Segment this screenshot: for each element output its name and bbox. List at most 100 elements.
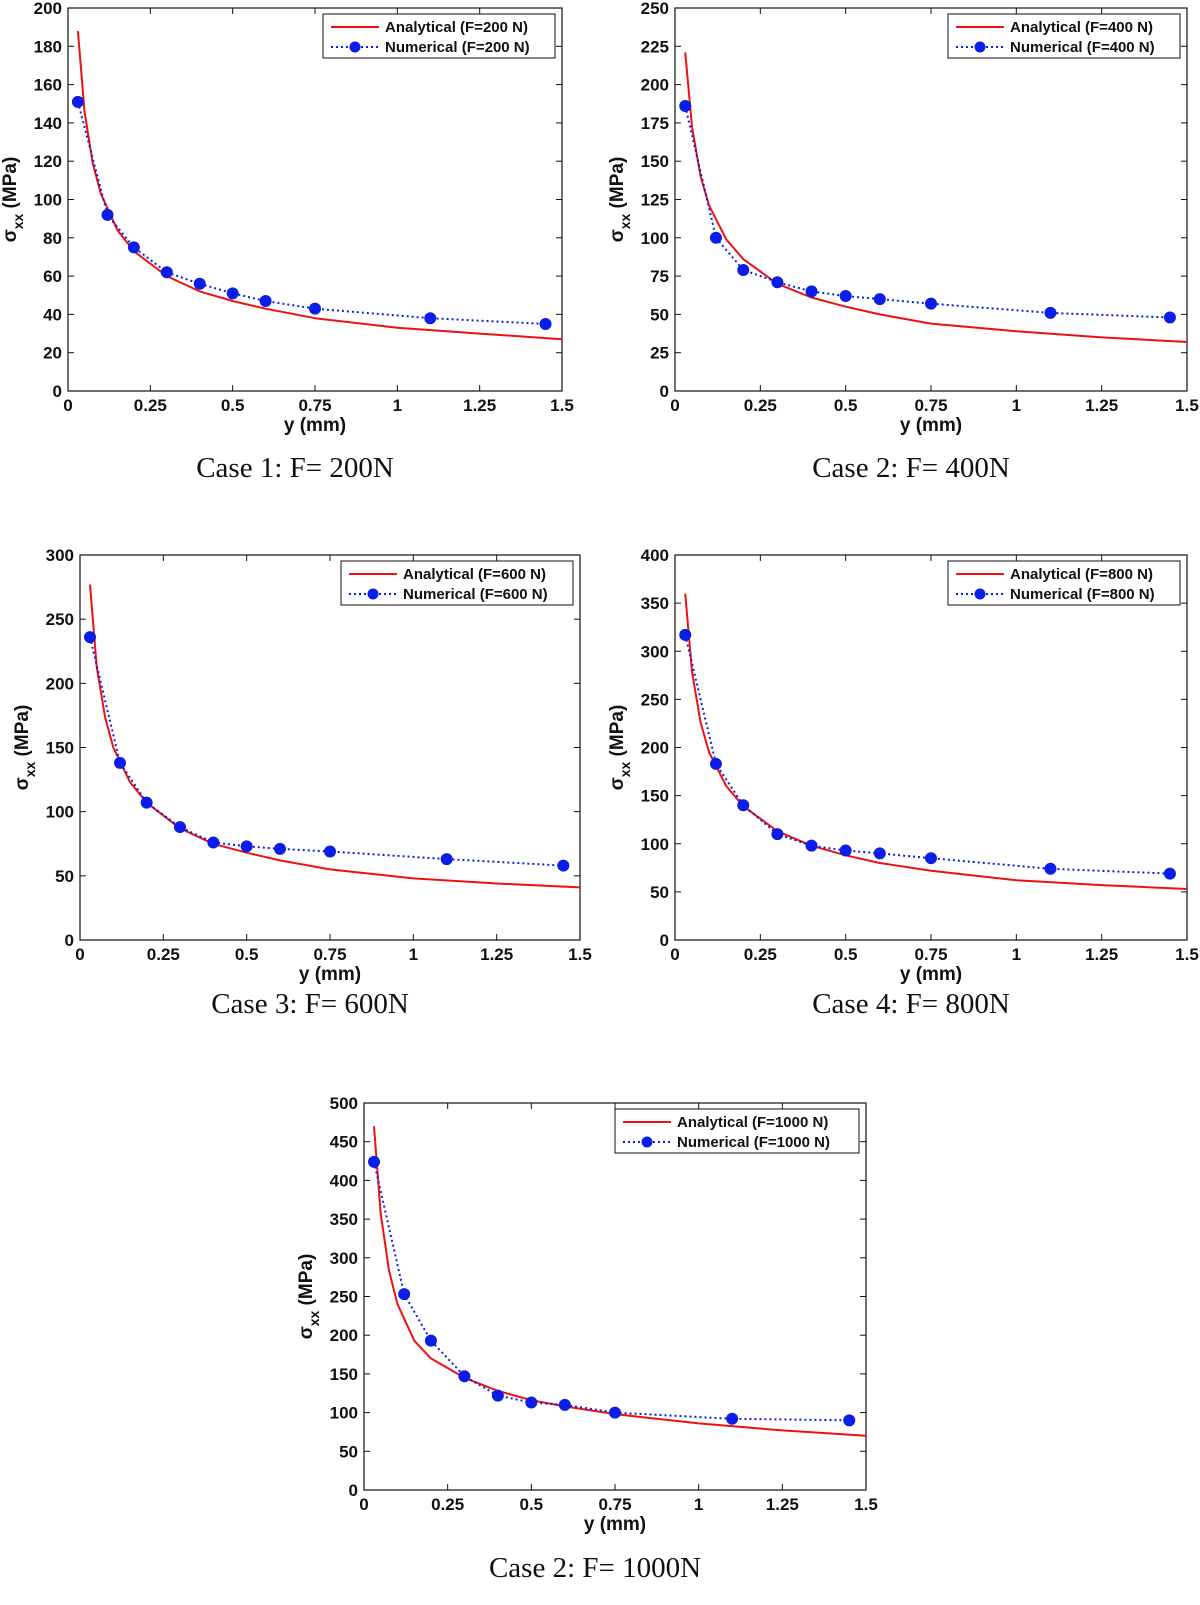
data-point-numerical xyxy=(805,285,818,298)
data-point-numerical xyxy=(424,312,437,325)
y-tick-label: 120 xyxy=(34,152,62,171)
y-tick-label: 300 xyxy=(46,546,74,565)
data-point-numerical xyxy=(925,297,937,310)
legend-box xyxy=(947,560,1181,606)
x-tick-label: 1 xyxy=(409,945,418,964)
y-axis-label: σxx (MPa) xyxy=(0,157,26,243)
y-tick-label: 250 xyxy=(641,690,669,709)
data-point-numerical xyxy=(259,294,272,307)
x-tick-label: 1 xyxy=(694,1495,703,1514)
legend-box xyxy=(614,1108,860,1154)
data-point-numerical xyxy=(873,293,886,306)
data-point-numerical xyxy=(174,821,186,834)
y-tick-label: 0 xyxy=(53,382,62,401)
x-tick-label: 1.5 xyxy=(568,945,592,964)
plot-frame xyxy=(674,7,1188,392)
y-tick-label: 250 xyxy=(46,610,74,629)
chart-caption: Case 1: F= 200N xyxy=(196,452,394,484)
y-tick-label: 125 xyxy=(641,191,669,210)
legend-marker-numerical xyxy=(349,41,361,53)
y-tick-label: 40 xyxy=(43,305,62,324)
series-line-numerical xyxy=(89,636,564,867)
y-axis-label-symbol: σ xyxy=(607,777,628,790)
chart-caption: Case 2: F= 400N xyxy=(812,452,1010,484)
y-tick-label: 60 xyxy=(43,267,62,286)
y-tick-label: 50 xyxy=(650,305,669,324)
data-point-numerical xyxy=(226,287,239,300)
y-axis-label-unit: (MPa) xyxy=(607,705,628,762)
legend-marker-numerical xyxy=(641,1136,653,1148)
y-tick-label: 450 xyxy=(330,1133,358,1152)
data-point-numerical xyxy=(84,631,96,644)
x-tick-label: 0.25 xyxy=(147,945,180,964)
legend-box xyxy=(947,13,1181,59)
x-tick-label: 0.75 xyxy=(914,396,947,415)
data-point-numerical xyxy=(127,241,140,254)
data-point-numerical xyxy=(1163,311,1176,324)
data-point-numerical xyxy=(873,847,886,860)
y-tick-label: 400 xyxy=(330,1171,358,1190)
data-point-numerical xyxy=(309,302,321,315)
y-tick-label: 200 xyxy=(641,76,669,95)
x-tick-label: 1.25 xyxy=(766,1495,799,1514)
series-line-numerical xyxy=(684,105,1170,319)
x-tick-label: 0.25 xyxy=(744,945,777,964)
y-tick-label: 200 xyxy=(34,0,62,18)
data-point-numerical xyxy=(679,628,692,641)
data-point-numerical xyxy=(839,844,852,857)
y-tick-label: 200 xyxy=(330,1326,358,1345)
plot-frame xyxy=(674,554,1188,941)
x-tick-label: 0.75 xyxy=(313,945,346,964)
legend: Analytical (F=400 N) Numerical (F=400 N) xyxy=(947,13,1181,59)
y-axis-label-unit: (MPa) xyxy=(607,157,628,214)
x-tick-label: 1.5 xyxy=(1175,945,1199,964)
series-line-analytical xyxy=(89,584,581,889)
y-tick-label: 100 xyxy=(330,1404,358,1423)
x-tick-label: 0 xyxy=(75,945,84,964)
legend-marker-numerical xyxy=(974,41,986,53)
x-tick-label: 0.5 xyxy=(834,945,858,964)
legend-label: Analytical (F=800 N) xyxy=(1010,566,1153,583)
y-tick-label: 200 xyxy=(641,739,669,758)
data-point-numerical xyxy=(368,1155,381,1168)
data-point-numerical xyxy=(737,799,750,812)
data-point-numerical xyxy=(491,1389,504,1402)
y-tick-label: 75 xyxy=(650,267,669,286)
y-tick-label: 100 xyxy=(641,229,669,248)
x-tick-label: 0.25 xyxy=(134,396,167,415)
data-point-numerical xyxy=(424,1334,437,1347)
x-axis-label: y (mm) xyxy=(900,415,962,436)
y-tick-label: 160 xyxy=(34,76,62,95)
y-axis-label-unit: (MPa) xyxy=(0,157,21,214)
y-axis-label-symbol: σ xyxy=(12,777,33,790)
y-tick-label: 50 xyxy=(650,883,669,902)
y-tick-label: 250 xyxy=(641,0,669,18)
data-point-numerical xyxy=(1044,306,1057,319)
y-tick-label: 0 xyxy=(660,931,669,950)
y-axis-label-subscript: xx xyxy=(22,762,38,778)
chart-4: 0 0.25 0.5 0.75 1 1.25 1.5 0 50 100 150 200 250 300 35… xyxy=(607,546,1199,985)
x-tick-label: 0 xyxy=(670,396,679,415)
data-point-numerical xyxy=(101,208,114,221)
legend: Analytical (F=200 N) Numerical (F=200 N) xyxy=(322,13,556,59)
data-point-numerical xyxy=(274,842,286,855)
x-tick-label: 1 xyxy=(393,396,402,415)
y-axis-label-subscript: xx xyxy=(617,214,633,230)
series-line-analytical xyxy=(684,52,1188,343)
legend-label: Analytical (F=400 N) xyxy=(1010,19,1153,36)
y-tick-label: 175 xyxy=(641,114,669,133)
data-point-numerical xyxy=(71,95,84,108)
x-tick-label: 0.25 xyxy=(431,1495,464,1514)
legend: Analytical (F=800 N) Numerical (F=800 N) xyxy=(947,560,1181,606)
legend-marker-numerical xyxy=(974,588,986,600)
data-point-numerical xyxy=(539,317,552,330)
y-tick-label: 150 xyxy=(641,152,669,171)
legend-label: Numerical (F=400 N) xyxy=(1010,39,1155,56)
y-tick-label: 25 xyxy=(650,344,669,363)
y-axis-label: σxx (MPa) xyxy=(607,705,633,791)
data-point-numerical xyxy=(771,276,784,289)
data-point-numerical xyxy=(709,757,722,770)
y-axis-label-subscript: xx xyxy=(617,762,633,778)
data-point-numerical xyxy=(458,1370,471,1383)
